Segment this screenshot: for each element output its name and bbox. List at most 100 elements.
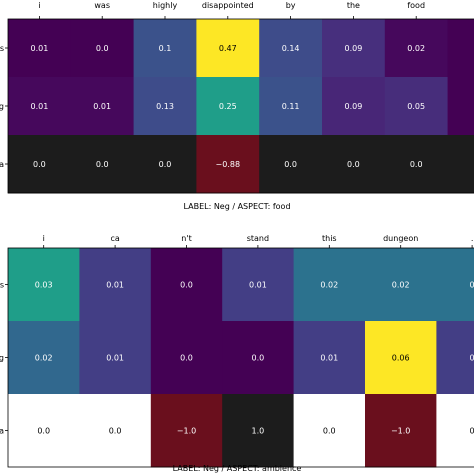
heatmap-1-xtick-label-6: food: [407, 1, 425, 10]
heatmap-1-cell-label-r1-c6: 0.05: [407, 102, 425, 111]
heatmap-1-xtick-label-4: by: [286, 1, 296, 10]
heatmap-1-cell-label-r2-c5: 0.0: [347, 160, 360, 169]
heatmap-1-xtick-label-2: highly: [153, 1, 178, 10]
heatmap-2-cell-label-r2-c5: −1.0: [391, 427, 410, 436]
heatmap-2-cell-r2-c4: [293, 394, 366, 468]
heatmap-2-cell-label-r0-c3: 0.01: [249, 281, 267, 290]
heatmap-1-cell-r2-c6: [384, 135, 449, 194]
heatmap-1-cell-r1-c3: [196, 77, 260, 136]
heatmap-2-cell-r2-c5: [365, 394, 437, 468]
heatmap-1-cell-label-r0-c6: 0.02: [407, 44, 425, 53]
heatmap-1-cell-r2-c5: [322, 135, 386, 194]
heatmap-1-cell-label-r2-c0: 0.0: [33, 160, 46, 169]
heatmap-1-cell-r2-c7: [447, 135, 474, 194]
heatmap-1-cell-r0-c1: [70, 19, 135, 78]
heatmap-2-cell-r0-c5: [365, 248, 437, 322]
heatmap-2-cell-r1-c4: [293, 321, 366, 395]
heatmap-1-cell-r1-c2: [133, 77, 197, 136]
heatmap-1-cell-label-r1-c4: 0.11: [282, 102, 300, 111]
heatmap-1-cell-label-r2-c4: 0.0: [284, 160, 297, 169]
heatmap-2-cell-r1-c5: [365, 321, 437, 395]
heatmap-2-cell-label-r1-c3: 0.0: [252, 354, 265, 363]
heatmap-1-cell-label-r0-c5: 0.09: [344, 44, 362, 53]
heatmap-2-xlabel: LABEL: Neg / ASPECT: ambience: [173, 464, 302, 473]
heatmap-1-cell-r0-c7: [447, 19, 474, 78]
heatmap-2-cell-r1-c6: [436, 321, 474, 395]
heatmap-1-cell-r0-c3: [196, 19, 260, 78]
heatmap-1-cell-label-r0-c3: 0.47: [219, 44, 237, 53]
heatmap-2-cell-r1-c2: [150, 321, 223, 395]
heatmap-1-cell-r1-c5: [322, 77, 386, 136]
heatmap-1-cell-r2-c2: [133, 135, 197, 194]
heatmap-1-ytick-label-2: a: [0, 160, 4, 169]
heatmap-2-cell-r0-c1: [79, 248, 152, 322]
heatmap-2-xtick-label-6: .: [471, 234, 474, 243]
heatmap-1-cell-r2-c3: [196, 135, 260, 194]
heatmap-2-cell-r0-c6: [436, 248, 474, 322]
heatmap-1-cell-label-r0-c1: 0.0: [96, 44, 109, 53]
heatmap-2-cell-label-r0-c4: 0.02: [320, 281, 338, 290]
heatmap-2-cell-r1-c0: [8, 321, 80, 395]
heatmap-1-cell-label-r2-c3: −0.88: [216, 160, 241, 169]
heatmap-2-cell-label-r2-c4: 0.0: [323, 427, 336, 436]
heatmap-1-cell-r0-c5: [322, 19, 386, 78]
heatmap-1-cell-label-r2-c6: 0.0: [410, 160, 423, 169]
heatmap-1-xlabel: LABEL: Neg / ASPECT: food: [183, 202, 290, 211]
heatmap-1-cell-r0-c6: [384, 19, 449, 78]
heatmap-2-xtick-label-2: n't: [181, 234, 191, 243]
heatmap-1-cell-r1-c1: [70, 77, 135, 136]
heatmap-1-xtick-label-0: i: [38, 1, 40, 10]
heatmap-2-cell-label-r1-c5: 0.06: [392, 354, 410, 363]
heatmap-2-cell-r2-c6: [436, 394, 474, 468]
heatmap-2-xtick-label-0: i: [43, 234, 45, 243]
heatmap-2-ytick-label-1: g: [0, 354, 4, 363]
heatmap-2-cell-label-r1-c0: 0.02: [35, 354, 53, 363]
heatmap-2-cell-r0-c2: [150, 248, 223, 322]
heatmap-1-cell-r2-c4: [259, 135, 323, 194]
heatmap-1-cell-r0-c2: [133, 19, 197, 78]
heatmap-1-cell-label-r1-c5: 0.09: [344, 102, 362, 111]
heatmap-2-cell-r1-c1: [79, 321, 152, 395]
heatmap-2-cell-label-r2-c1: 0.0: [109, 427, 122, 436]
heatmap-2-ytick-label-0: s: [0, 281, 4, 290]
heatmap-1-ytick-label-1: g: [0, 102, 4, 111]
heatmap-1-cell-r0-c0: [8, 19, 72, 78]
heatmap-2-cell-r0-c0: [8, 248, 80, 322]
heatmap-2-cell-label-r2-c0: 0.0: [37, 427, 50, 436]
heatmap-1-xtick-label-5: the: [347, 1, 360, 10]
heatmap-2-cell-label-r2-c2: −1.0: [177, 427, 196, 436]
heatmap-2-cell-label-r0-c2: 0.0: [180, 281, 193, 290]
heatmap-2-xtick-label-5: dungeon: [383, 234, 418, 243]
heatmap-1-cell-label-r0-c2: 0.1: [159, 44, 172, 53]
heatmap-1-cell-label-r1-c3: 0.25: [219, 102, 237, 111]
heatmap-2-xtick-label-1: ca: [110, 234, 119, 243]
heatmap-2-cell-label-r2-c3: 1.0: [252, 427, 265, 436]
heatmap-1-xtick-label-3: disappointed: [202, 1, 254, 10]
heatmap-1-cell-label-r1-c1: 0.01: [93, 102, 111, 111]
heatmap-1-cell-r1-c6: [384, 77, 449, 136]
heatmap-2-cell-label-r0-c0: 0.03: [35, 281, 53, 290]
heatmap-1-cell-r1-c4: [259, 77, 323, 136]
heatmap-1-cell-r2-c0: [8, 135, 72, 194]
heatmap-2-cell-label-r1-c1: 0.01: [106, 354, 124, 363]
heatmap-1-xtick-label-1: was: [94, 1, 110, 10]
heatmap-1-cell-label-r1-c0: 0.01: [30, 102, 48, 111]
heatmap-2-cell-r2-c0: [8, 394, 80, 468]
heatmap-1-cell-label-r0-c0: 0.01: [30, 44, 48, 53]
heatmap-2-ytick-label-2: a: [0, 427, 4, 436]
heatmap-2-cell-label-r1-c4: 0.01: [320, 354, 338, 363]
heatmap-1-cell-label-r2-c1: 0.0: [96, 160, 109, 169]
heatmap-2-cell-r0-c3: [222, 248, 295, 322]
heatmap-2-xtick-label-4: this: [322, 234, 337, 243]
heatmap-2-cell-label-r0-c5: 0.02: [392, 281, 410, 290]
heatmap-2-xtick-label-3: stand: [247, 234, 269, 243]
heatmap-2-cell-label-r1-c6: 0: [470, 354, 474, 363]
heatmap-1-cell-r0-c4: [259, 19, 323, 78]
heatmap-1-cell-r1-c7: [447, 77, 474, 136]
heatmap-2-cell-r2-c1: [79, 394, 152, 468]
heatmap-2-cell-r1-c3: [222, 321, 295, 395]
heatmap-2-cell-r2-c2: [150, 394, 223, 468]
heatmap-2-cell-label-r0-c1: 0.01: [106, 281, 124, 290]
heatmap-2-cell-label-r0-c6: 0: [470, 281, 474, 290]
